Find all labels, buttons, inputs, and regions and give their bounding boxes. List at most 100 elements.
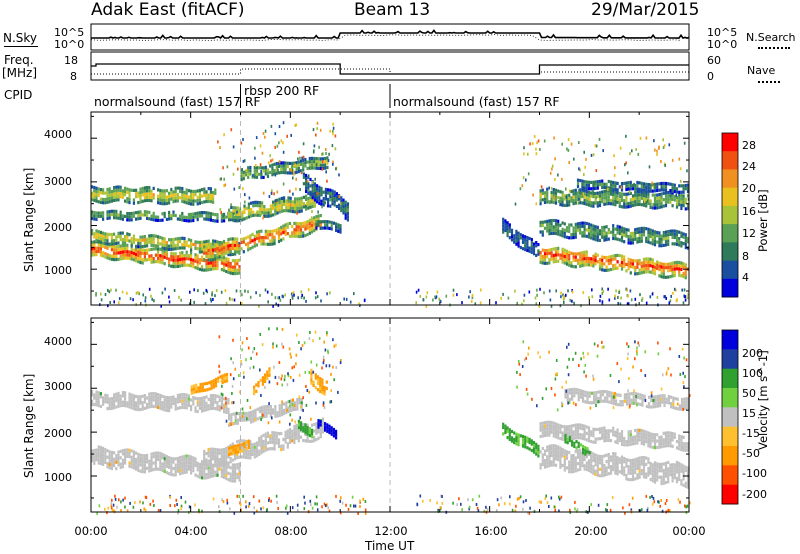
scatter-cell [106, 462, 109, 466]
scatter-cell [312, 380, 315, 384]
noise-dot [95, 293, 97, 297]
scatter-cell [326, 223, 329, 227]
noise-dot [613, 154, 615, 158]
noise-dot [321, 152, 323, 156]
scatter-cell [306, 429, 309, 433]
scatter-cell [319, 425, 322, 429]
scatter-cell [273, 242, 276, 246]
scatter-cell [280, 406, 283, 410]
scatter-cell [239, 450, 242, 454]
scatter-cell [546, 423, 549, 428]
noise-dot [595, 169, 598, 173]
scatter-cell [565, 197, 569, 201]
scatter-cell [176, 463, 179, 467]
scatter-cell [286, 171, 289, 175]
scatter-cell [678, 240, 681, 244]
scatter-cell [240, 237, 243, 241]
scatter-cell [220, 261, 223, 265]
scatter-cell [126, 243, 129, 247]
noise-dot [319, 128, 322, 132]
scatter-cell [236, 242, 239, 246]
scatter-cell [216, 243, 219, 247]
noise-dot [129, 297, 132, 301]
scatter-cell [317, 214, 320, 218]
scatter-cell [93, 393, 96, 397]
scatter-cell [686, 203, 690, 207]
scatter-cell [214, 267, 217, 271]
power-band-5 [203, 214, 322, 262]
scatter-cell [318, 195, 321, 199]
scatter-cell [625, 195, 628, 200]
scatter-cell [225, 470, 228, 474]
scatter-cell [645, 263, 648, 267]
noise-dot [551, 164, 554, 168]
scatter-cell [201, 396, 204, 400]
scatter-cell [148, 234, 151, 238]
scatter-cell [649, 228, 652, 232]
scatter-cell [313, 163, 316, 167]
scatter-cell [559, 223, 562, 227]
scatter-cell [234, 418, 237, 422]
scatter-cell [146, 192, 149, 196]
scatter-cell [638, 236, 641, 240]
scatter-cell [667, 275, 670, 279]
scatter-cell [229, 447, 232, 451]
scatter-cell [119, 237, 122, 242]
scatter-cell [627, 260, 630, 264]
scatter-cell [272, 200, 275, 204]
scatter-cell [128, 256, 131, 260]
scatter-cell [561, 234, 564, 238]
xtick-6: 00:00 [672, 524, 706, 538]
scatter-cell [315, 227, 318, 232]
scatter-cell [264, 232, 267, 237]
scatter-cell [264, 376, 267, 380]
scatter-cell [185, 460, 188, 465]
noise-dot [274, 206, 277, 210]
scatter-cell [227, 407, 230, 411]
noise-dot [643, 191, 645, 195]
scatter-cell [223, 376, 226, 380]
scatter-cell [568, 203, 571, 207]
scatter-cell [276, 205, 279, 209]
scatter-cell [132, 453, 135, 457]
scatter-cell [179, 456, 182, 460]
scatter-cell [310, 378, 313, 382]
scatter-cell [261, 211, 264, 215]
scatter-cell [280, 167, 283, 171]
scatter-cell [552, 218, 555, 223]
scatter-cell [91, 185, 94, 189]
scatter-cell [179, 261, 182, 265]
scatter-cell [539, 192, 542, 196]
scatter-cell [139, 260, 142, 265]
scatter-cell [623, 258, 626, 262]
scatter-cell [113, 195, 116, 199]
scatter-cell [315, 221, 318, 225]
scatter-cell [594, 201, 597, 205]
scatter-cell [108, 200, 111, 204]
scatter-cell [190, 391, 193, 395]
scatter-cell [585, 455, 588, 459]
noise-dot [168, 300, 171, 304]
scatter-cell [262, 446, 265, 450]
scatter-cell [318, 185, 321, 189]
scatter-cell [132, 450, 135, 454]
scatter-cell [225, 251, 228, 255]
scatter-cell [656, 203, 659, 207]
scatter-cell [559, 203, 562, 207]
scatter-cell [590, 223, 593, 227]
scatter-cell [220, 454, 223, 458]
scatter-cell [671, 264, 674, 268]
noise-dot [641, 296, 644, 300]
scatter-cell [227, 445, 230, 449]
scatter-cell [119, 217, 122, 221]
scatter-cell [581, 182, 584, 186]
scatter-cell [266, 236, 270, 240]
scatter-cell [594, 186, 597, 190]
noise-dot [419, 294, 422, 298]
scatter-cell [554, 457, 558, 461]
scatter-cell [680, 197, 683, 201]
scatter-cell [684, 242, 687, 246]
scatter-cell [146, 453, 149, 458]
scatter-cell [285, 407, 288, 411]
scatter-cell [229, 456, 232, 461]
